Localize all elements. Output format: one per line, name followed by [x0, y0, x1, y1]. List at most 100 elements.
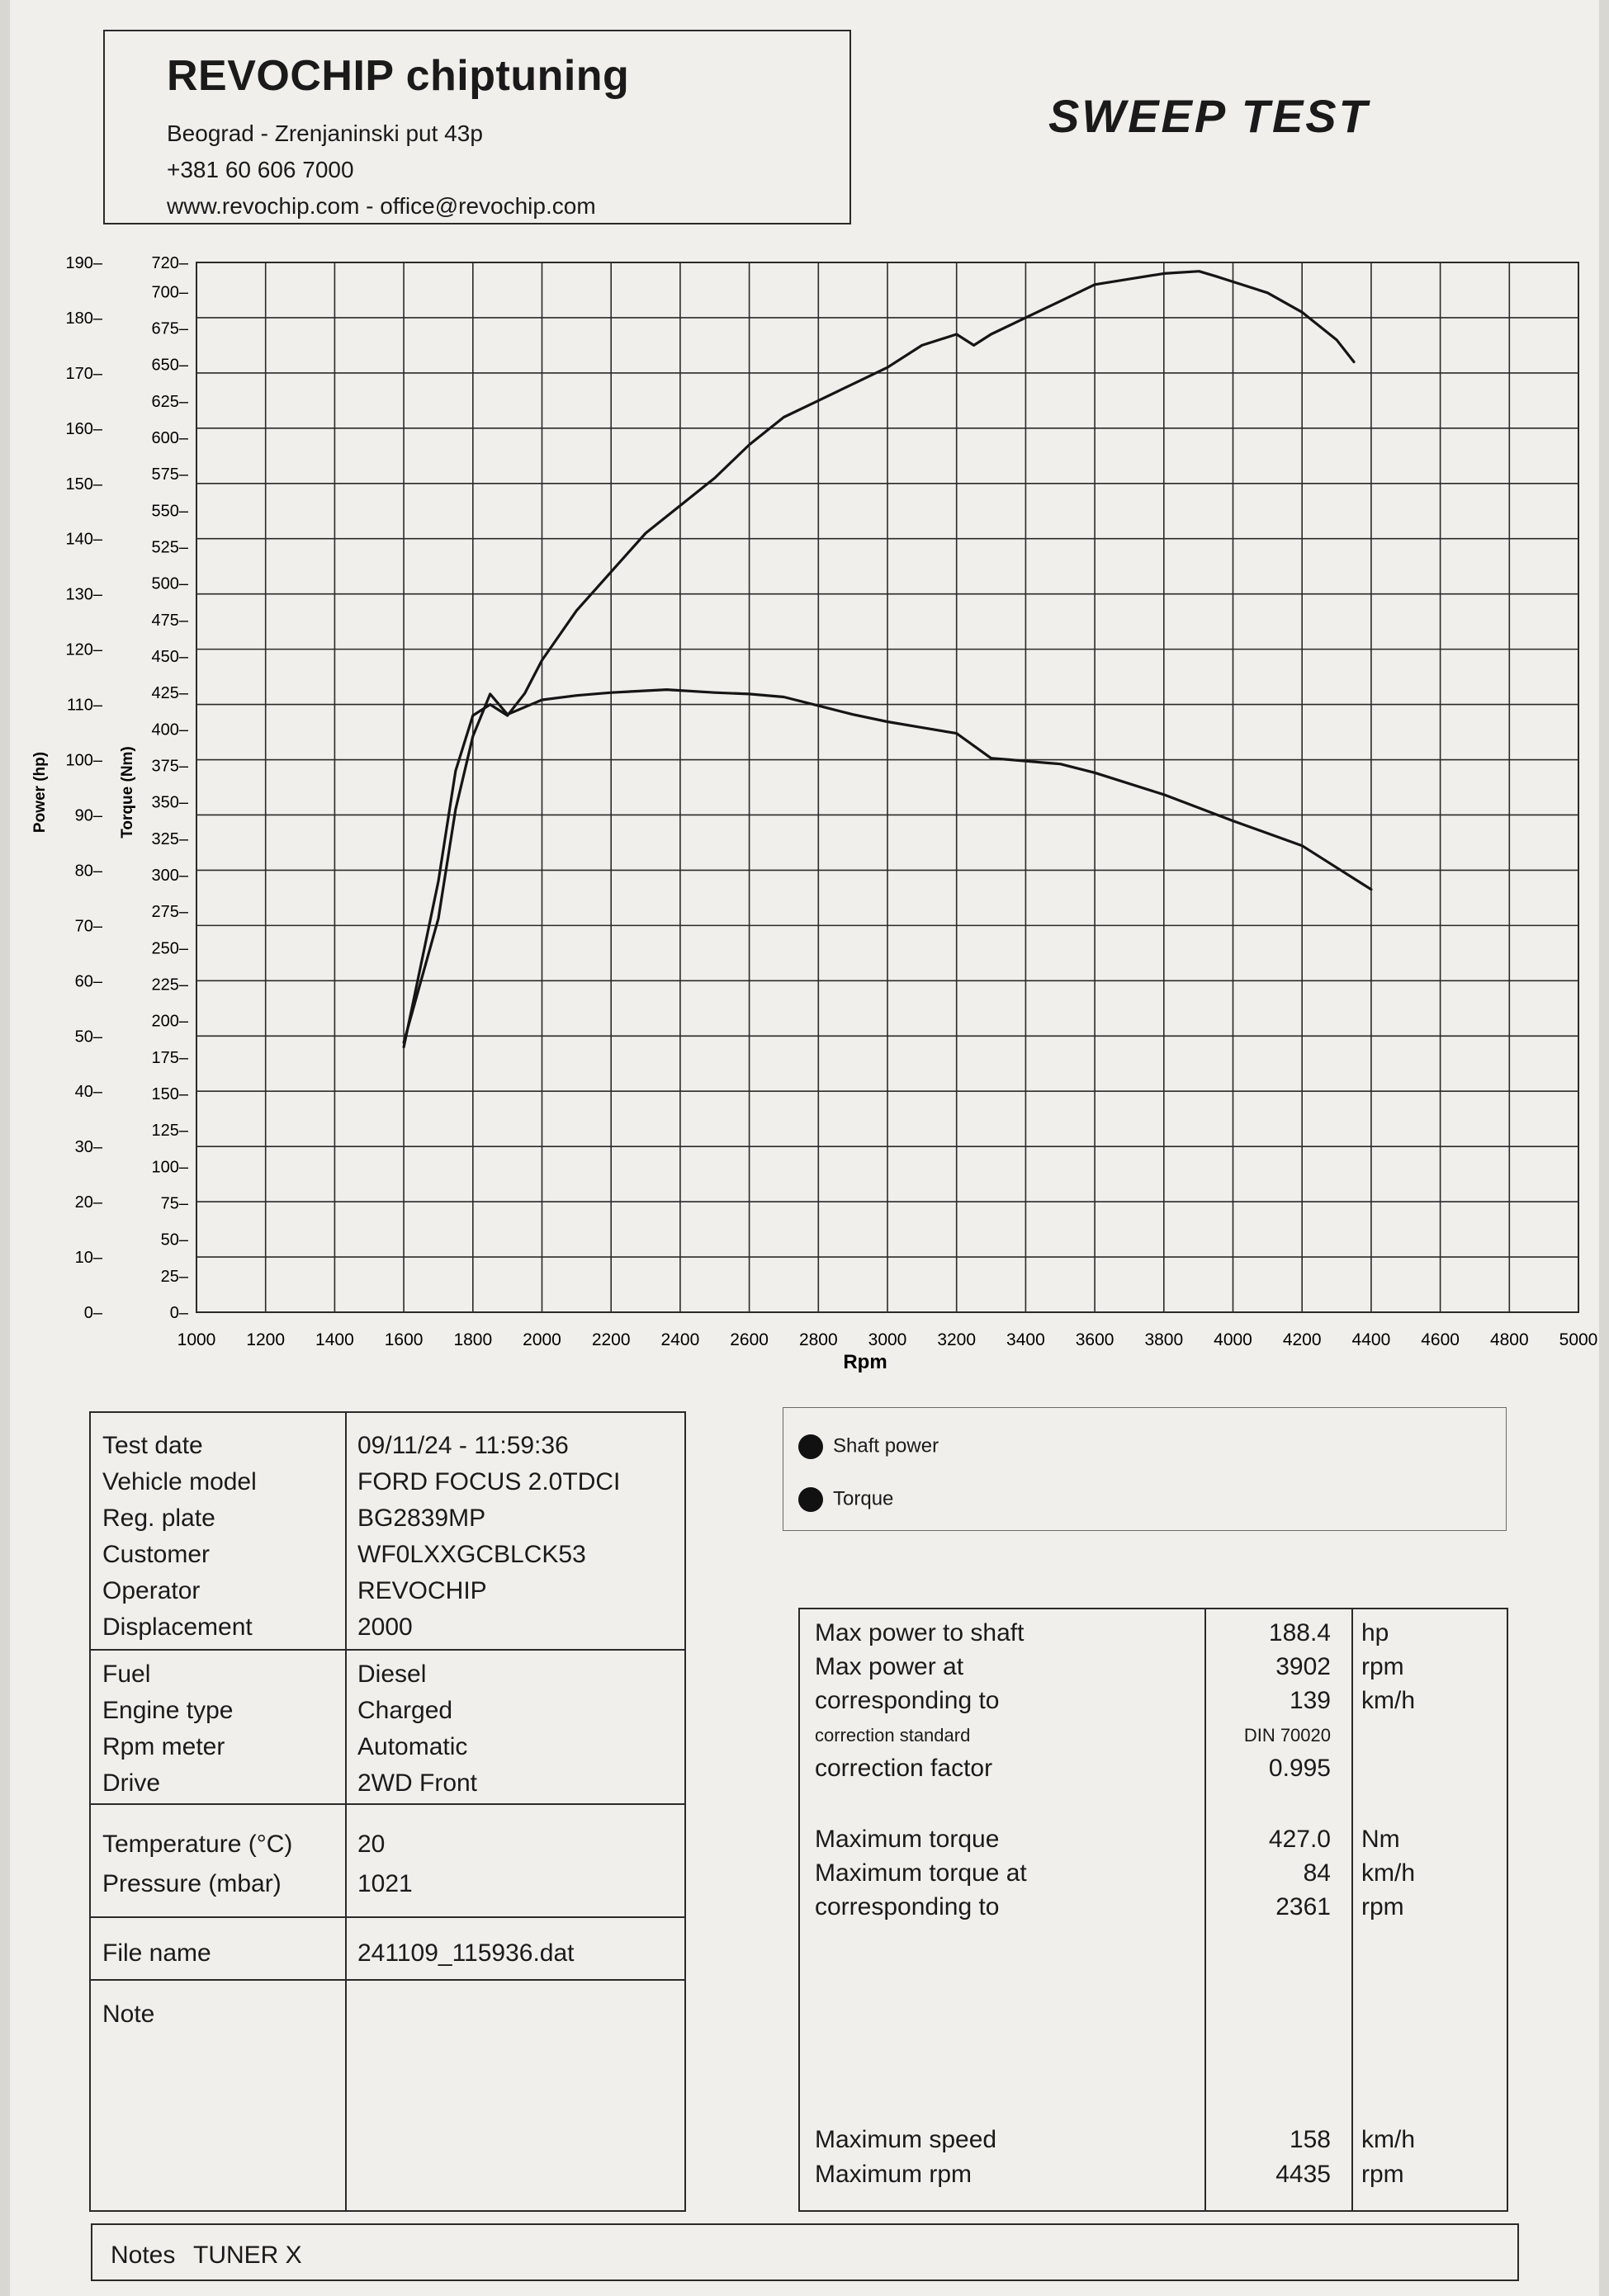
- torque-tick-label: 675–: [152, 320, 189, 338]
- x-tick-label: 2800: [799, 1330, 838, 1349]
- company-phone: +381 60 606 7000: [167, 157, 354, 182]
- result-row: corresponding to 2361 rpm: [798, 1893, 1508, 1926]
- legend-label: Shaft power: [833, 1434, 939, 1457]
- power-tick-label: 10–: [75, 1249, 103, 1267]
- torque-tick-label: 0–: [170, 1304, 189, 1322]
- power-tick-label: 110–: [67, 697, 103, 715]
- results-table: Max power to shaft 188.4 hp Max power at 39…: [798, 1608, 1508, 2212]
- x-tick-label: 5000: [1559, 1330, 1598, 1349]
- x-tick-label: 4800: [1490, 1330, 1529, 1349]
- x-tick-label: 1600: [385, 1330, 424, 1349]
- dyno-report-sheet: REVOCHIP chiptuning Beograd - Zrenjanins…: [10, 0, 1599, 2296]
- power-axis-label: Power (hp): [31, 752, 49, 833]
- series-line-shaft-power: [402, 270, 1356, 1049]
- result-label: Maximum torque at: [815, 1859, 1027, 1887]
- info-label: Temperature (°C): [102, 1831, 293, 1858]
- x-tick-label: 4000: [1214, 1330, 1252, 1349]
- x-tick-label: 4400: [1352, 1330, 1391, 1349]
- company-contact: www.revochip.com - office@revochip.com: [167, 193, 596, 219]
- chart-axes: 1000 1200 1400 1600 1800 2000 2200 2400 2600 2800…: [66, 254, 1598, 1349]
- torque-tick-label: 75–: [161, 1195, 189, 1213]
- torque-axis-label: Torque (Nm): [119, 746, 136, 839]
- result-label: corresponding to: [815, 1893, 1000, 1920]
- result-row: Maximum speed 158 km/h: [798, 2126, 1508, 2159]
- torque-tick-label: 50–: [161, 1231, 189, 1250]
- result-value: 139: [1289, 1687, 1331, 1714]
- x-tick-label: 2200: [592, 1330, 631, 1349]
- x-tick-label: 1800: [453, 1330, 492, 1349]
- info-group-divider: [89, 1916, 686, 1918]
- info-value: 241109_115936.dat: [357, 1939, 575, 1967]
- torque-tick-label: 125–: [152, 1122, 189, 1140]
- chart-legend: Shaft power Torque: [783, 1407, 1507, 1531]
- power-tick-label: 50–: [75, 1028, 103, 1046]
- notes-value: TUNER X: [193, 2242, 302, 2269]
- info-value: 2000: [357, 1613, 413, 1641]
- x-tick-label: 4200: [1283, 1330, 1322, 1349]
- result-value: 158: [1289, 2126, 1331, 2153]
- power-tick-label: 100–: [66, 752, 103, 770]
- result-value: 84: [1303, 1859, 1331, 1887]
- torque-tick-label: 100–: [152, 1158, 189, 1176]
- result-label: Max power at: [815, 1653, 964, 1680]
- result-value: 427.0: [1268, 1826, 1331, 1853]
- x-tick-label: 3000: [868, 1330, 907, 1349]
- result-unit: Nm: [1361, 1826, 1400, 1853]
- info-label: Fuel: [102, 1661, 151, 1688]
- info-table-border: [89, 1411, 686, 2212]
- result-row: correction standard DIN 70020: [798, 1725, 1508, 1758]
- info-value: REVOCHIP: [357, 1577, 487, 1604]
- legend-marker: [798, 1487, 823, 1512]
- torque-tick-label: 325–: [152, 830, 189, 848]
- power-tick-label: 40–: [75, 1083, 103, 1101]
- x-tick-label: 3600: [1076, 1330, 1114, 1349]
- info-value: 2WD Front: [357, 1769, 478, 1797]
- torque-tick-label: 625–: [152, 393, 189, 411]
- result-row: Max power to shaft 188.4 hp: [798, 1619, 1508, 1652]
- x-tick-label: 2000: [523, 1330, 561, 1349]
- info-label: Engine type: [102, 1697, 234, 1724]
- power-tick-label: 130–: [66, 586, 103, 604]
- result-row: Maximum torque 427.0 Nm: [798, 1826, 1508, 1859]
- info-label: Test date: [102, 1432, 203, 1459]
- power-tick-label: 80–: [75, 862, 103, 880]
- torque-tick-label: 650–: [152, 357, 189, 375]
- x-tick-label: 1000: [177, 1330, 216, 1349]
- result-row: Maximum torque at 84 km/h: [798, 1859, 1508, 1892]
- info-label: Operator: [102, 1577, 201, 1604]
- x-tick-label: 1200: [246, 1330, 285, 1349]
- info-value: Automatic: [357, 1733, 468, 1760]
- result-unit: km/h: [1361, 2126, 1416, 2153]
- power-tick-label: 180–: [66, 309, 103, 328]
- result-value: DIN 70020: [1243, 1725, 1331, 1746]
- power-tick-label: 190–: [66, 254, 103, 272]
- result-row: correction factor 0.995: [798, 1755, 1508, 1788]
- result-row: corresponding to 139 km/h: [798, 1687, 1508, 1720]
- info-value: WF0LXXGCBLCK53: [357, 1541, 586, 1568]
- result-value: 2361: [1275, 1893, 1331, 1920]
- results-unit-divider: [1351, 1608, 1353, 2212]
- x-tick-label: 2400: [661, 1330, 700, 1349]
- vehicle-info-table: Test date 09/11/24 - 11:59:36 Vehicle mod…: [89, 1411, 686, 2212]
- power-tick-label: 60–: [75, 972, 103, 990]
- sweep-chart: 1000 1200 1400 1600 1800 2000 2200 2400 2600 2800…: [31, 254, 1598, 1373]
- info-label: Vehicle model: [102, 1468, 257, 1495]
- torque-tick-label: 350–: [152, 794, 189, 812]
- x-tick-label: 3800: [1144, 1330, 1183, 1349]
- power-tick-label: 70–: [75, 917, 103, 935]
- result-label: correction factor: [815, 1755, 993, 1782]
- x-tick-label: 4600: [1421, 1330, 1460, 1349]
- company-name: REVOCHIP chiptuning: [167, 52, 630, 100]
- torque-tick-label: 525–: [152, 539, 189, 557]
- result-label: Maximum speed: [815, 2126, 997, 2153]
- torque-tick-label: 375–: [152, 758, 189, 776]
- info-group-divider: [89, 1803, 686, 1805]
- torque-tick-label: 400–: [152, 720, 189, 739]
- torque-tick-label: 550–: [152, 502, 189, 520]
- torque-tick-label: 275–: [152, 903, 189, 921]
- info-group-divider: [89, 1979, 686, 1981]
- x-axis-label: Rpm: [843, 1351, 887, 1373]
- result-unit: rpm: [1361, 1893, 1404, 1920]
- company-address: Beograd - Zrenjaninski put 43p: [167, 120, 483, 146]
- info-value: 20: [357, 1831, 386, 1858]
